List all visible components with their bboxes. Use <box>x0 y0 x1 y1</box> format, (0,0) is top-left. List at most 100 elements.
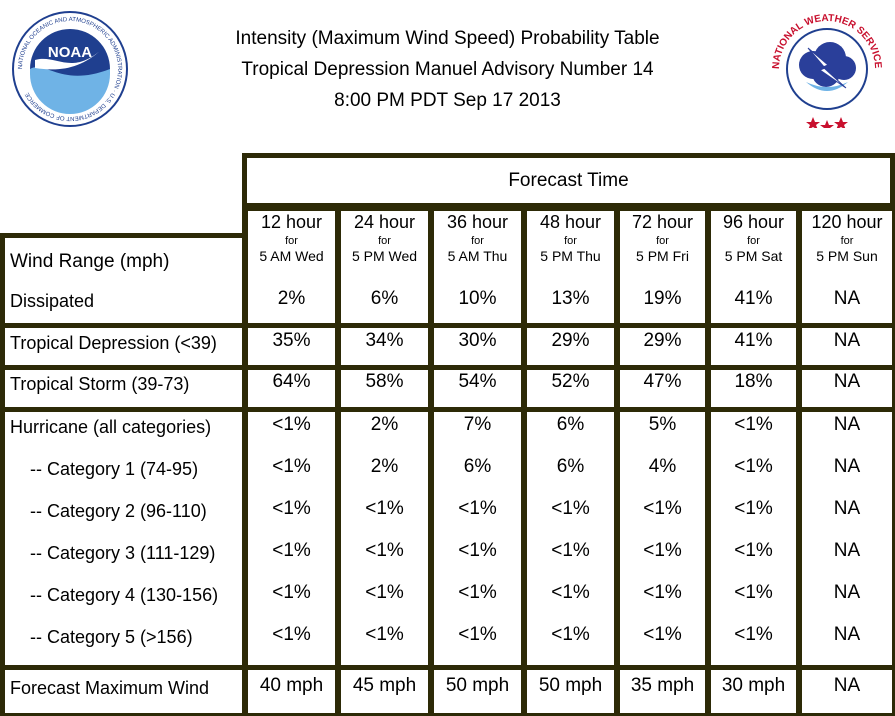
forecast-time-header: Forecast Time <box>508 169 629 191</box>
probability-cell: NA <box>833 540 861 561</box>
probability-cell: NA <box>833 414 861 435</box>
column-when: 5 PM Sun <box>816 248 878 264</box>
row-label: Dissipated <box>10 290 95 311</box>
probability-cell: NA <box>833 371 861 392</box>
column-hours: 36 hour <box>446 212 509 232</box>
max-wind-cell: NA <box>833 675 861 696</box>
probability-cell: <1% <box>734 624 773 645</box>
column-for: for <box>840 235 854 247</box>
max-wind-cell: 50 mph <box>538 675 603 696</box>
max-wind-cell: 45 mph <box>352 675 417 696</box>
column-when: 5 PM Sat <box>724 248 783 264</box>
row-label: Hurricane (all categories) <box>10 416 212 437</box>
column-for: for <box>285 235 298 247</box>
probability-cell: NA <box>833 582 861 603</box>
row-label: -- Category 2 (96-110) <box>30 500 207 521</box>
probability-table: Forecast Time 12 hour for 5 AM Wed 24 hour fo… <box>0 153 895 716</box>
probability-cell: 2% <box>370 414 399 435</box>
probability-cell: <1% <box>365 624 404 645</box>
probability-cell: <1% <box>551 624 590 645</box>
noaa-wordmark: NOAA <box>48 44 92 61</box>
probability-cell: <1% <box>643 540 682 561</box>
probability-cell: NA <box>833 456 861 477</box>
probability-cell: <1% <box>458 582 497 603</box>
probability-cell: <1% <box>272 414 311 435</box>
probability-cell: <1% <box>458 540 497 561</box>
probability-cell: <1% <box>272 456 311 477</box>
column-hours: 12 hour <box>260 212 323 232</box>
row-label: Tropical Depression (<39) <box>10 332 217 353</box>
noaa-logo: NOAA NATIONAL OCEANIC AND ATMOSPHERIC AD… <box>11 10 129 128</box>
column-when: 5 PM Thu <box>540 248 601 264</box>
row-label: Tropical Storm (39-73) <box>10 373 190 394</box>
row-label: -- Category 3 (111-129) <box>30 542 216 563</box>
probability-cell: 52% <box>551 371 590 392</box>
probability-cell: <1% <box>551 540 590 561</box>
probability-cell: <1% <box>734 498 773 519</box>
column-when: 5 AM Wed <box>259 248 324 264</box>
title-line-3: 8:00 PM PDT Sep 17 2013 <box>334 90 561 111</box>
probability-cell: <1% <box>272 540 311 561</box>
probability-cell: <1% <box>643 498 682 519</box>
column-for: for <box>378 235 391 247</box>
probability-cell: 6% <box>463 456 492 477</box>
max-wind-cell: 35 mph <box>630 675 695 696</box>
probability-cell: 30% <box>458 330 497 351</box>
probability-cell: 41% <box>734 330 773 351</box>
max-wind-label: Forecast Maximum Wind <box>10 677 210 698</box>
probability-cell: 13% <box>551 288 590 309</box>
column-for: for <box>656 235 669 247</box>
column-for: for <box>747 235 760 247</box>
column-when: 5 PM Fri <box>636 248 689 264</box>
probability-cell: <1% <box>734 540 773 561</box>
probability-cell: <1% <box>458 624 497 645</box>
column-when: 5 PM Wed <box>351 248 418 264</box>
probability-cell: NA <box>833 288 861 309</box>
title-line-2: Tropical Depression Manuel Advisory Numb… <box>241 59 654 80</box>
column-for: for <box>471 235 484 247</box>
probability-cell: <1% <box>272 582 311 603</box>
probability-cell: <1% <box>365 582 404 603</box>
probability-cell: 35% <box>272 330 311 351</box>
probability-cell: <1% <box>458 498 497 519</box>
probability-cell: 29% <box>551 330 590 351</box>
max-wind-cell: 40 mph <box>259 675 324 696</box>
probability-cell: <1% <box>734 414 773 435</box>
probability-cell: 7% <box>463 414 492 435</box>
probability-cell: <1% <box>272 498 311 519</box>
column-header: 36 hour for 5 AM Thu <box>431 208 524 264</box>
max-wind-cell: 50 mph <box>445 675 510 696</box>
column-hours: 96 hour <box>722 212 785 232</box>
probability-cell: 6% <box>556 456 585 477</box>
row-label: -- Category 1 (74-95) <box>30 458 199 479</box>
title-line-1: Intensity (Maximum Wind Speed) Probabili… <box>235 28 660 49</box>
probability-cell: 18% <box>734 371 773 392</box>
probability-cell: 4% <box>648 456 677 477</box>
probability-cell: 54% <box>458 371 497 392</box>
probability-cell: NA <box>833 330 861 351</box>
column-hours: 72 hour <box>631 212 694 232</box>
column-when: 5 AM Thu <box>447 248 508 264</box>
column-header: 24 hour for 5 PM Wed <box>338 208 431 264</box>
probability-cell: <1% <box>365 540 404 561</box>
probability-cell: <1% <box>643 624 682 645</box>
probability-cell: 19% <box>643 288 682 309</box>
column-header: 12 hour for 5 AM Wed <box>245 208 338 264</box>
probability-cell: <1% <box>734 582 773 603</box>
column-hours: 24 hour <box>353 212 416 232</box>
column-hours: 48 hour <box>539 212 602 232</box>
probability-cell: <1% <box>643 582 682 603</box>
nws-logo: NATIONAL WEATHER SERVICE <box>768 10 886 133</box>
row-label: -- Category 4 (130-156) <box>30 584 219 605</box>
probability-cell: 6% <box>370 288 399 309</box>
probability-cell: 29% <box>643 330 682 351</box>
column-header: 48 hour for 5 PM Thu <box>524 208 617 264</box>
column-header: 120 hour for 5 PM Sun <box>799 208 895 264</box>
probability-cell: <1% <box>734 456 773 477</box>
probability-cell: 47% <box>643 371 682 392</box>
probability-cell: 5% <box>648 414 677 435</box>
probability-cell: 64% <box>272 371 311 392</box>
probability-cell: <1% <box>551 582 590 603</box>
column-header: 72 hour for 5 PM Fri <box>617 208 708 264</box>
probability-cell: 2% <box>277 288 306 309</box>
